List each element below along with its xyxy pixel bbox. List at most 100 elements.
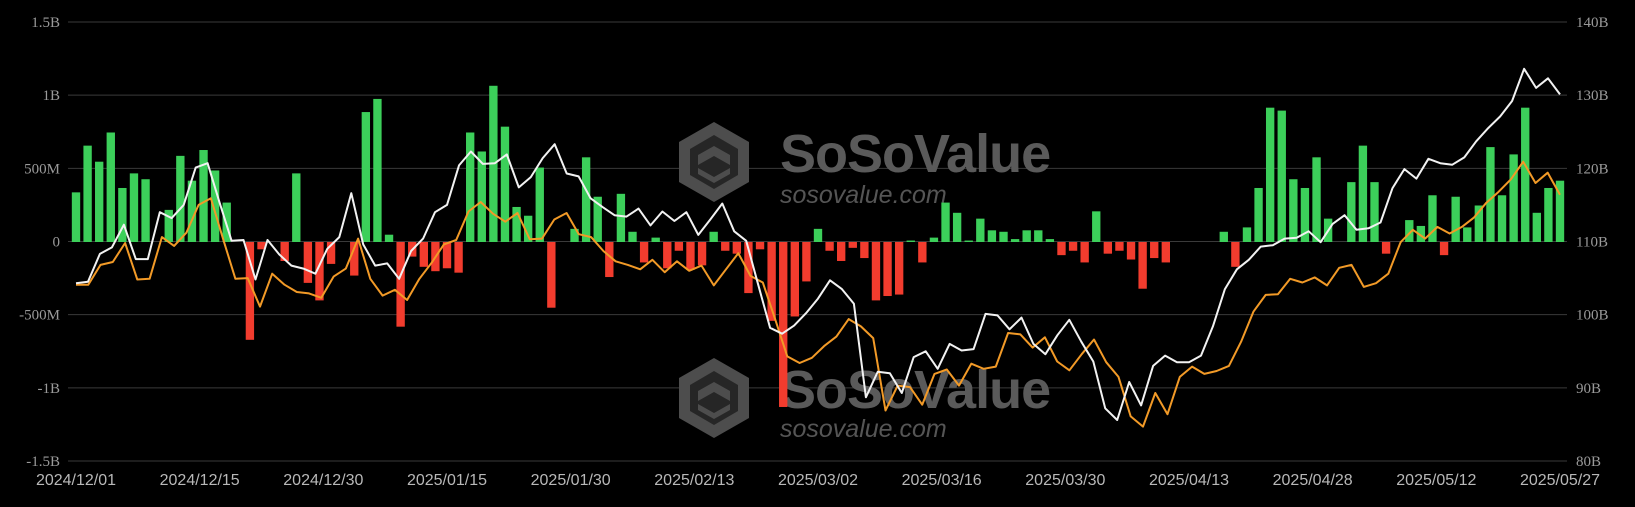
- flow-bar: [987, 230, 997, 242]
- flow-bar: [1521, 107, 1530, 243]
- right-tick-label: 90B: [1576, 381, 1601, 397]
- flow-bar: [1347, 182, 1356, 242]
- flow-bar: [292, 173, 301, 242]
- flow-bar: [106, 132, 115, 242]
- flow-bar: [755, 242, 765, 250]
- flow-bar: [1068, 242, 1078, 251]
- flow-bar: [639, 242, 649, 263]
- flow-bar: [1544, 187, 1553, 242]
- flow-bar: [466, 132, 475, 242]
- watermark-bottom: SoSoValue sosovalue.com: [679, 358, 1051, 443]
- flow-bar: [732, 242, 742, 254]
- flow-bar: [697, 242, 707, 266]
- flow-bar: [1370, 182, 1379, 242]
- flow-bar: [767, 242, 776, 321]
- flow-bar: [384, 234, 394, 242]
- flow-bar: [1161, 242, 1170, 263]
- flow-bar: [860, 242, 869, 259]
- flow-bar: [1045, 239, 1055, 242]
- watermark-url: sosovalue.com: [780, 415, 947, 443]
- x-tick-label: 2025/04/13: [1149, 472, 1229, 489]
- flow-bar: [837, 242, 846, 261]
- x-tick-label: 2025/05/12: [1396, 472, 1476, 489]
- flow-bar: [663, 242, 672, 269]
- flow-bar: [1080, 242, 1089, 263]
- flow-bar: [1231, 242, 1240, 267]
- left-tick-label: -500M: [19, 308, 60, 324]
- flow-bar: [512, 206, 521, 242]
- flow-bar: [1405, 220, 1414, 242]
- flow-bar: [1092, 211, 1101, 242]
- flow-bar: [1497, 195, 1507, 242]
- flow-bar: [1486, 147, 1495, 242]
- flow-bar: [1428, 195, 1437, 242]
- flow-bar: [1451, 196, 1460, 242]
- flow-bar: [164, 209, 173, 242]
- flow-bar: [83, 145, 92, 242]
- sosovalue-logo-icon: [679, 122, 749, 202]
- left-tick-label: -1.5B: [26, 454, 60, 470]
- flow-bar: [848, 242, 857, 248]
- flow-bar: [1034, 230, 1043, 242]
- flow-bar: [628, 231, 637, 242]
- left-tick-label: 1.5B: [31, 15, 60, 31]
- flow-bar: [71, 192, 81, 242]
- flow-bar: [1555, 180, 1565, 242]
- x-tick-label: 2025/01/30: [531, 472, 611, 489]
- flow-bar: [825, 242, 834, 251]
- x-tick-label: 2025/03/02: [778, 472, 858, 489]
- flow-bar: [1381, 242, 1391, 254]
- x-tick-label: 2025/02/13: [654, 472, 734, 489]
- flow-bar: [616, 193, 626, 242]
- flow-bar: [350, 242, 359, 276]
- price-lines: [75, 67, 1561, 428]
- flow-bar: [593, 196, 602, 242]
- watermark-top: SoSoValue sosovalue.com: [679, 122, 1051, 209]
- flow-bar: [1463, 227, 1472, 242]
- flow-bar: [129, 173, 139, 242]
- flow-bar: [95, 161, 104, 242]
- flow-bar: [871, 242, 881, 301]
- flow-bar: [906, 240, 915, 242]
- flow-bar: [976, 218, 985, 242]
- flow-bar: [790, 242, 799, 317]
- x-tick-label: 2025/03/16: [902, 472, 982, 489]
- left-tick-label: -1B: [38, 381, 61, 397]
- flow-bar: [999, 231, 1008, 242]
- flow-bar: [141, 179, 150, 242]
- right-tick-label: 110B: [1576, 235, 1608, 251]
- flow-bar: [952, 212, 962, 242]
- flow-bar: [118, 187, 127, 242]
- x-tick-label: 2024/12/01: [36, 472, 116, 489]
- flow-bar: [419, 242, 428, 267]
- flow-bar: [651, 237, 660, 242]
- x-tick-label: 2024/12/30: [283, 472, 363, 489]
- flow-bar: [303, 242, 313, 283]
- gridlines: [68, 21, 1567, 462]
- watermark-url: sosovalue.com: [780, 181, 947, 209]
- flow-bar: [199, 150, 208, 242]
- right-axis: 140B 130B 120B 110B 100B 90B 80B: [1576, 15, 1609, 470]
- flow-bar: [918, 242, 927, 263]
- flow-bar: [674, 242, 684, 251]
- x-tick-label: 2025/03/30: [1025, 472, 1105, 489]
- flow-bar: [315, 242, 324, 301]
- right-tick-label: 130B: [1576, 88, 1609, 104]
- flow-bar: [1509, 154, 1518, 242]
- flow-bar: [1022, 230, 1031, 242]
- flow-bar: [894, 242, 904, 295]
- right-tick-label: 80B: [1576, 454, 1601, 470]
- flow-bar: [929, 237, 939, 242]
- watermark-title: SoSoValue: [780, 124, 1050, 184]
- flow-bar: [779, 242, 788, 407]
- flow-bar: [535, 167, 544, 242]
- flow-bar: [883, 242, 892, 297]
- flow-bar: [1300, 187, 1310, 242]
- flow-bar: [1474, 205, 1484, 242]
- flow-bar: [176, 155, 185, 242]
- flow-bar: [245, 242, 255, 340]
- flow-bar: [1057, 242, 1066, 256]
- right-tick-label: 120B: [1576, 161, 1609, 177]
- left-axis: 1.5B 1B 500M 0 -500M -1B -1.5B: [19, 15, 60, 470]
